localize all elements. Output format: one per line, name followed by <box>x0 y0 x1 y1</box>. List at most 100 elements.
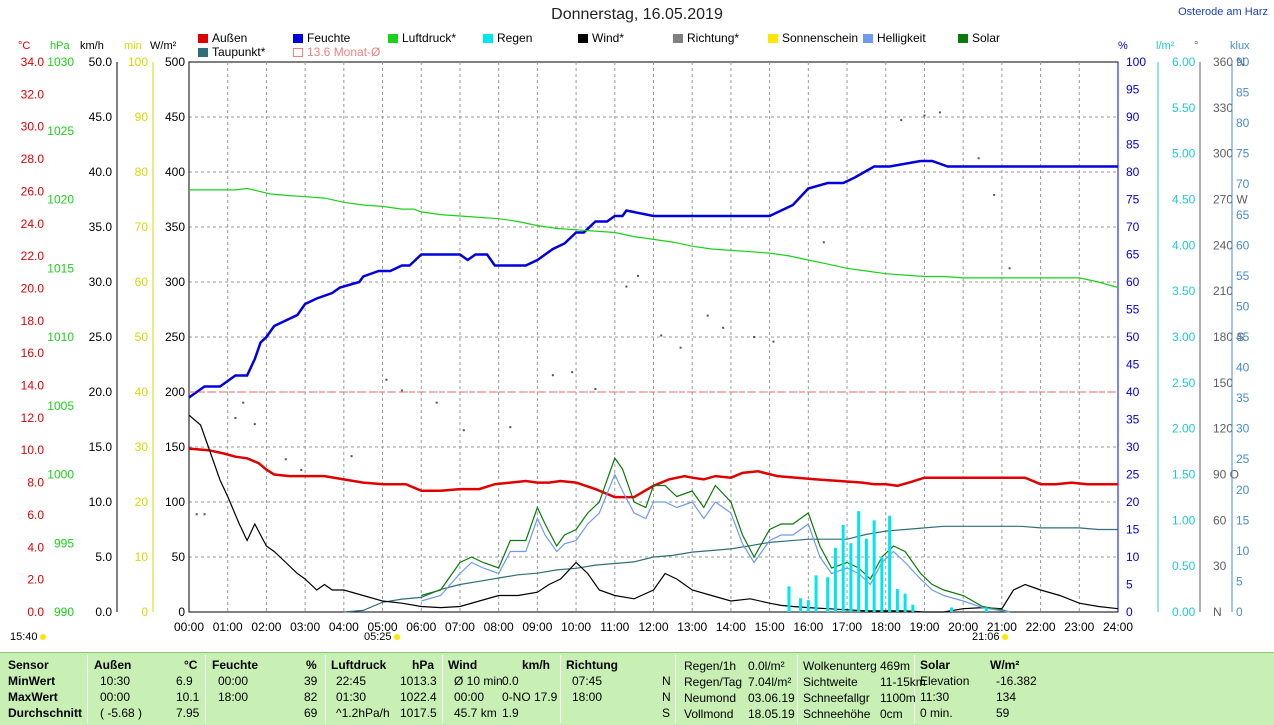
legend-item: Taupunkt* <box>198 45 265 59</box>
lm2-tick-label: 5.50 <box>1172 101 1196 115</box>
legend-item: Luftdruck* <box>388 31 456 45</box>
pct-tick-label: 80 <box>1126 165 1140 179</box>
feuchte-unit: % <box>306 658 317 672</box>
legend-swatch <box>958 34 968 43</box>
legend-swatch <box>293 48 303 57</box>
deg-tick-label: 60 <box>1213 513 1227 527</box>
direction-dot <box>679 346 682 349</box>
stat-rain-key: Regen/Tag <box>684 675 743 689</box>
solar-unit: W/m² <box>990 658 1020 672</box>
solar-header: Solar <box>920 658 951 672</box>
legend-swatch <box>673 34 683 43</box>
legend-label: Sonnenschein <box>782 31 859 45</box>
stat-cloud-key: Schneefallgr <box>803 691 870 705</box>
direction-dot <box>722 326 725 329</box>
legend-swatch <box>198 34 208 43</box>
stat-aussen-time: 10:30 <box>100 674 131 688</box>
direction-dot <box>900 119 903 122</box>
lm2-tick-label: 3.50 <box>1172 284 1196 298</box>
aussen-unit: °C <box>184 658 198 672</box>
lm2-tick-label: 0.00 <box>1172 605 1196 619</box>
sunset-icon <box>1001 634 1008 640</box>
hpa-tick-label: 1030 <box>47 55 74 69</box>
feuchte-header: Feuchte <box>212 658 259 672</box>
temp-tick-label: 4.0 <box>27 540 44 554</box>
legend-label: Richtung* <box>687 31 740 45</box>
klux-tick-label: 60 <box>1236 238 1250 252</box>
series-line-taupunkt- <box>343 525 1118 613</box>
temp-tick-label: 0.0 <box>27 605 44 619</box>
series-line-solar <box>421 456 1010 613</box>
legend-swatch <box>198 48 208 57</box>
stat-solar-value: 59 <box>996 706 1010 720</box>
klux-tick-label: 25 <box>1236 452 1250 466</box>
direction-dot <box>300 468 303 471</box>
stat-richtung-value: N <box>662 674 671 688</box>
rain-bar <box>849 543 853 612</box>
deg-tick-label: 300 <box>1213 147 1233 161</box>
klux-tick-label: 35 <box>1236 391 1250 405</box>
rain-bar <box>814 575 818 612</box>
legend-item: Sonnenschein <box>768 31 858 45</box>
pct-tick-label: 100 <box>1126 55 1146 69</box>
direction-dot <box>284 458 287 461</box>
direction-dot <box>1008 267 1011 270</box>
deg-tick-label: 210 <box>1213 284 1233 298</box>
kmh-tick-label: 0.0 <box>95 605 112 619</box>
divider <box>797 655 798 723</box>
wm2-tick-label: 300 <box>165 275 185 289</box>
druck-unit: hPa <box>412 658 435 672</box>
series-line-wind- <box>188 414 1119 613</box>
legend-swatch <box>293 34 303 43</box>
rain-bar <box>864 538 868 612</box>
stat-row-label: Durchschnitt <box>8 706 83 720</box>
direction-dot <box>977 157 980 160</box>
direction-dot <box>993 193 996 196</box>
direction-dot <box>435 401 438 404</box>
hpa-tick-label: 990 <box>54 605 74 619</box>
legend-label: Außen <box>212 31 248 45</box>
direction-dot <box>551 374 554 377</box>
pct-tick-label: 20 <box>1126 495 1140 509</box>
stat-row-label: MinWert <box>8 674 56 688</box>
min-axis-head: min <box>124 40 142 52</box>
temp-tick-label: 34.0 <box>21 55 45 69</box>
stat-solar-value: 134 <box>996 690 1017 704</box>
x-tick-label: 04:00 <box>329 620 359 634</box>
kmh-tick-label: 40.0 <box>89 165 113 179</box>
legend-label: Solar <box>972 31 1001 45</box>
hpa-tick-label: 1005 <box>47 399 74 413</box>
direction-dot <box>660 334 663 337</box>
x-tick-label: 23:00 <box>1064 620 1094 634</box>
lm2-tick-label: 1.00 <box>1172 513 1196 527</box>
stat-wind-time: 00:00 <box>454 690 485 704</box>
stat-richtung-time: 18:00 <box>572 690 603 704</box>
stat-aussen-value: 10.1 <box>176 690 200 704</box>
x-tick-label: 18:00 <box>871 620 901 634</box>
lm2-tick-label: 4.00 <box>1172 238 1196 252</box>
chart-title: Donnerstag, 16.05.2019 <box>551 6 723 23</box>
legend-label: 13.6 Monat-Ø <box>307 45 381 59</box>
wm2-tick-label: 0 <box>178 605 185 619</box>
stat-feuchte-time: 00:00 <box>218 674 249 688</box>
stat-druck-value: 1022.4 <box>400 690 437 704</box>
location-label[interactable]: Osterode am Harz <box>1178 6 1268 18</box>
legend-item: Regen <box>483 31 532 45</box>
stat-wind-value: 0-NO 17.9 <box>502 690 558 704</box>
x-tick-label: 06:00 <box>406 620 436 634</box>
min-tick-label: 50 <box>135 330 149 344</box>
min-tick-label: 60 <box>135 275 149 289</box>
direction-dot <box>822 241 825 244</box>
direction-dot <box>350 455 353 458</box>
min-tick-label: 70 <box>135 220 149 234</box>
legend-label: Helligkeit <box>877 31 926 45</box>
lm2-tick-label: 2.00 <box>1172 422 1196 436</box>
pct-tick-label: 0 <box>1126 605 1133 619</box>
stat-wind-value: 1.9 <box>502 706 519 720</box>
direction-dot <box>509 426 512 429</box>
klux-tick-label: 40 <box>1236 361 1250 375</box>
stat-aussen-time: 00:00 <box>100 690 131 704</box>
direction-dot <box>594 387 597 390</box>
direction-dot <box>195 513 198 516</box>
min-tick-label: 90 <box>135 110 149 124</box>
